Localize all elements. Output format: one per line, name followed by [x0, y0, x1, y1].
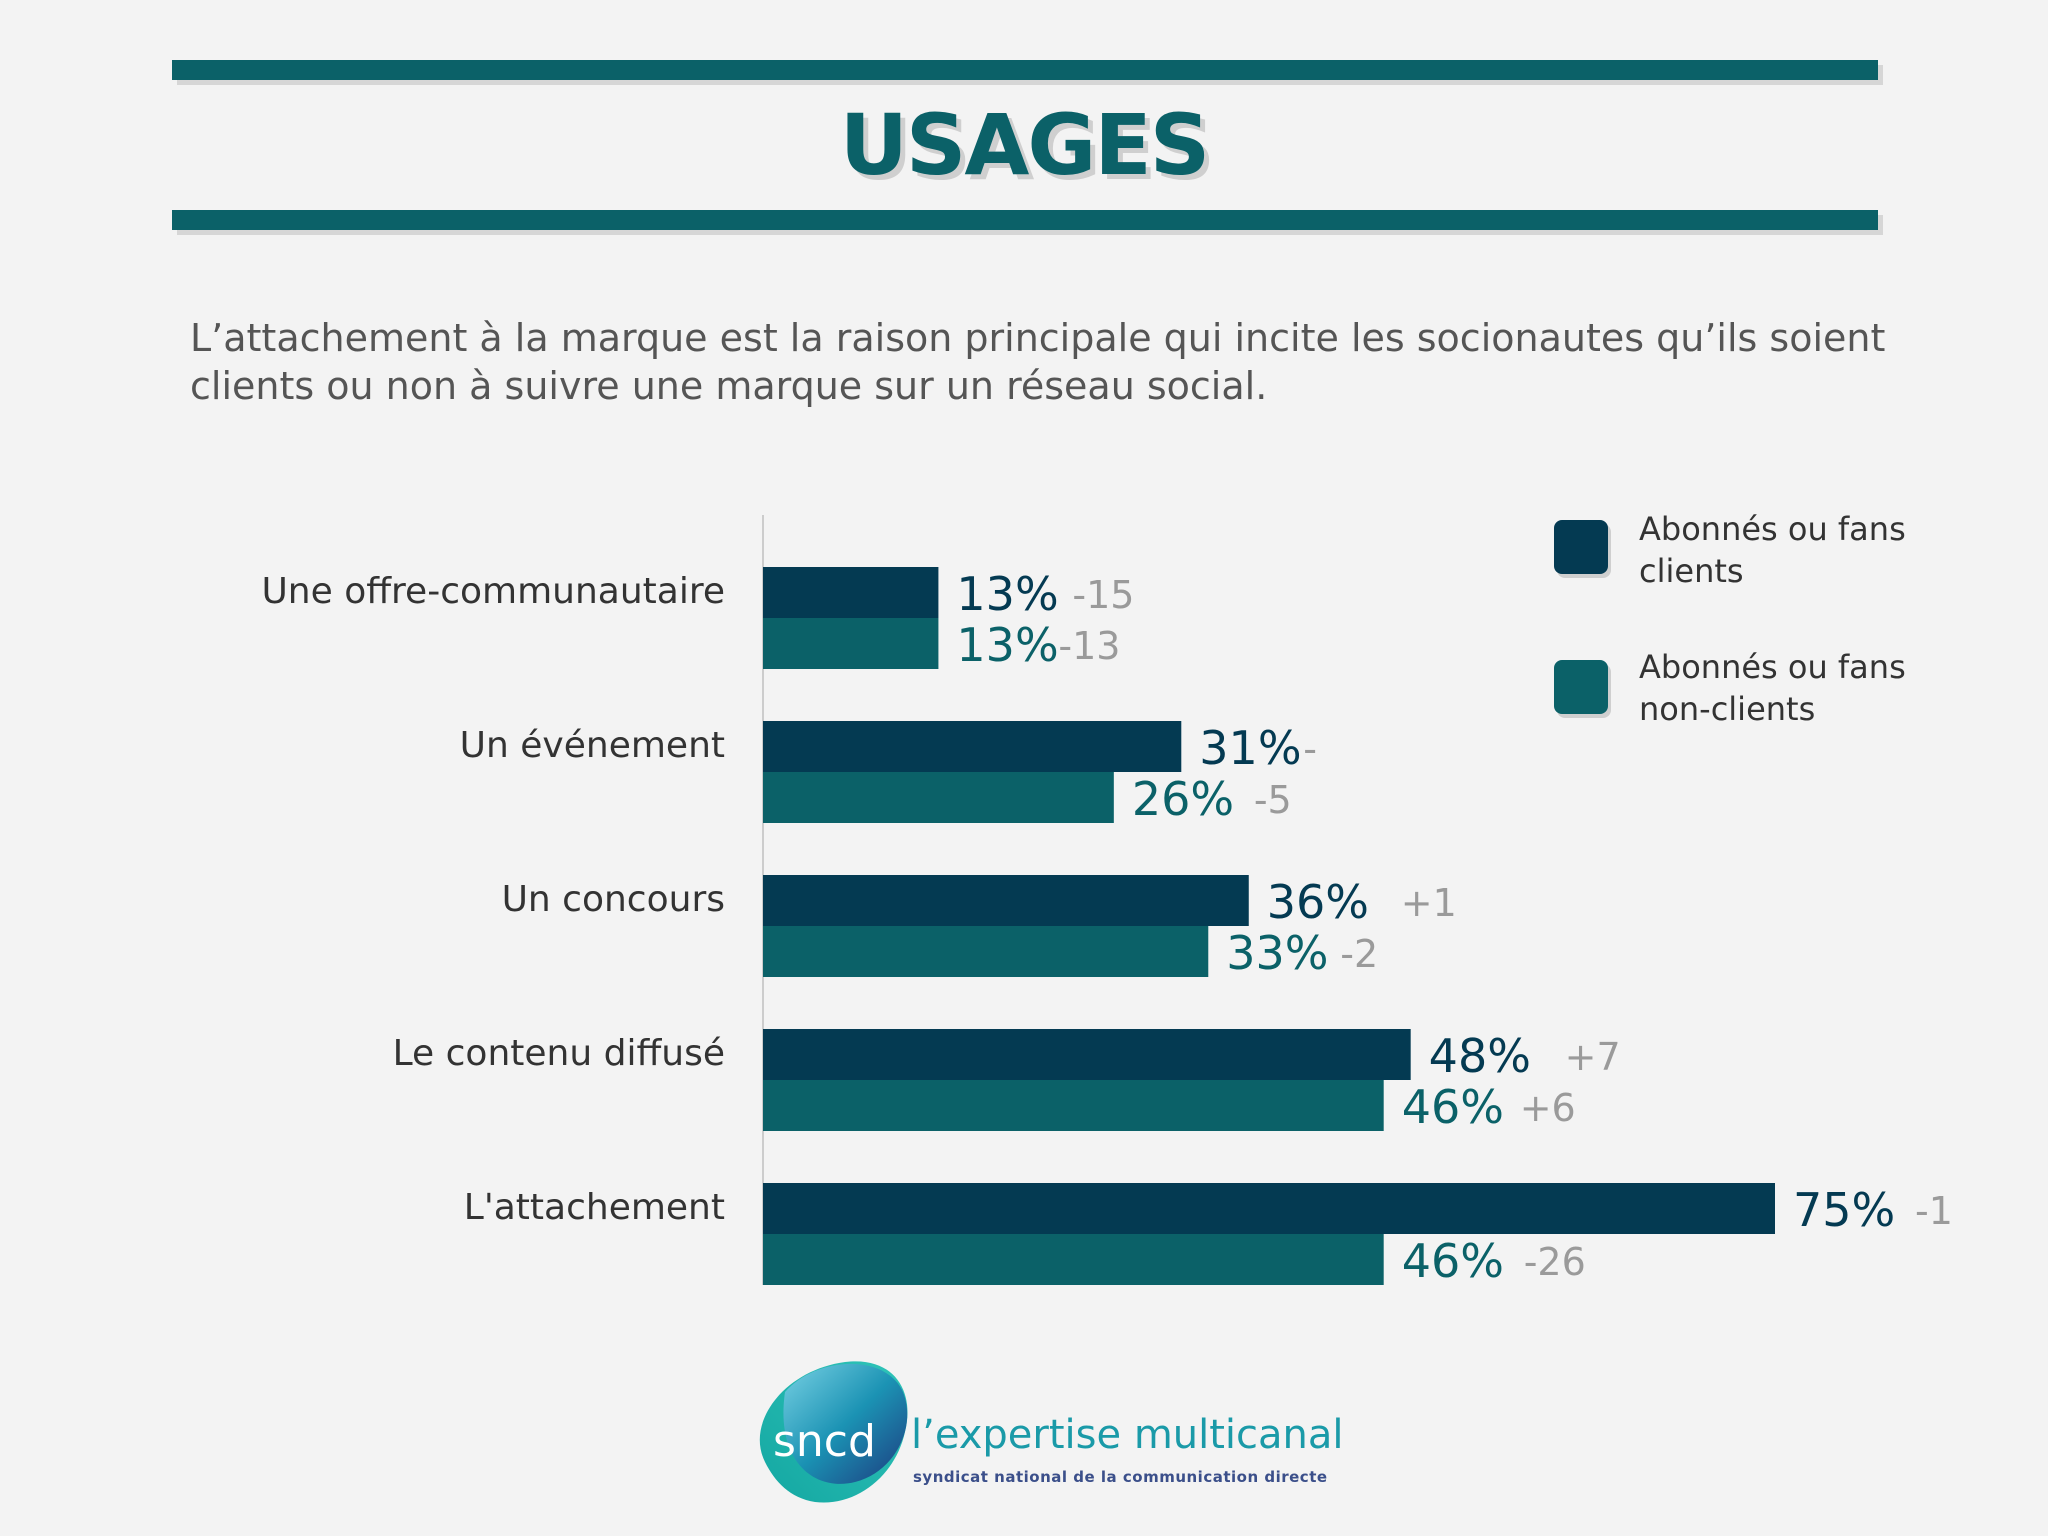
bar-non-clients	[763, 772, 1114, 823]
delta-label-non-clients: -26	[1524, 1240, 1586, 1284]
delta-label-non-clients: -5	[1254, 778, 1292, 822]
category-label: L'attachement	[464, 1187, 725, 1228]
subtitle-line-2: clients ou non à suivre une marque sur u…	[190, 364, 1268, 408]
bar-clients	[763, 1183, 1775, 1234]
delta-label-clients: -15	[1072, 573, 1134, 617]
value-label-non-clients: 33%	[1226, 926, 1328, 980]
legend-clients-line-2: clients	[1639, 552, 1744, 590]
bar-chart: Une offre-communautaire 13% -15 13% -13 Un év…	[261, 515, 1953, 1288]
legend-label-clients: Abonnés ou fans clients	[1639, 508, 1979, 592]
value-label-clients: 75%	[1793, 1183, 1895, 1237]
bar-clients	[763, 721, 1182, 772]
value-label-clients: 31%	[1199, 721, 1301, 775]
header-rule-bottom	[172, 210, 1878, 230]
legend-clients-line-1: Abonnés ou fans	[1639, 510, 1906, 548]
delta-label-non-clients: -2	[1340, 932, 1378, 976]
legend-label-non-clients: Abonnés ou fans non-clients	[1639, 646, 1979, 730]
legend-non-clients-line-1: Abonnés ou fans	[1639, 648, 1906, 686]
logo-blob-icon: sncd	[759, 1361, 908, 1503]
value-label-clients: 36%	[1267, 875, 1369, 929]
subtitle-line-1: L’attachement à la marque est la raison …	[190, 316, 1886, 360]
value-label-non-clients: 26%	[1132, 772, 1234, 826]
value-label-clients: 48%	[1429, 1029, 1531, 1083]
category-label: Un événement	[460, 725, 725, 766]
delta-label-clients: +1	[1401, 881, 1457, 925]
category-label: Un concours	[502, 879, 725, 920]
delta-label-non-clients: +6	[1520, 1086, 1576, 1130]
subtitle: L’attachement à la marque est la raison …	[190, 314, 1910, 410]
legend-swatch-clients	[1554, 520, 1608, 574]
sncd-logo: sncd l’expertise multicanal syndicat nat…	[745, 1352, 1344, 1512]
bar-clients	[763, 1029, 1411, 1080]
value-label-non-clients: 46%	[1402, 1234, 1504, 1288]
legend-non-clients-line-2: non-clients	[1639, 690, 1816, 728]
bar-non-clients	[763, 926, 1209, 977]
page-title: USAGES	[839, 96, 1211, 194]
bar-clients	[763, 875, 1249, 926]
delta-label-clients: +7	[1565, 1035, 1621, 1079]
value-label-non-clients: 13%	[956, 618, 1058, 672]
category-label: Le contenu diffusé	[393, 1033, 725, 1074]
category-label: Une offre-communautaire	[261, 571, 725, 612]
delta-label-clients: -1	[1915, 1189, 1953, 1233]
logo-tagline: l’expertise multicanal	[911, 1412, 1344, 1458]
logo-org-name: syndicat national de la communication di…	[913, 1468, 1328, 1486]
bar-clients	[763, 567, 939, 618]
value-label-non-clients: 46%	[1402, 1080, 1504, 1134]
bar-non-clients	[763, 1234, 1384, 1285]
header-rule-top	[172, 60, 1878, 80]
bar-non-clients	[763, 1080, 1384, 1131]
bar-non-clients	[763, 618, 939, 669]
value-label-clients: 13%	[956, 567, 1058, 621]
delta-label-non-clients: -13	[1058, 624, 1120, 668]
delta-label-clients: -	[1303, 727, 1317, 771]
logo-mark: sncd	[773, 1416, 876, 1467]
legend-swatch-non-clients	[1554, 660, 1608, 714]
